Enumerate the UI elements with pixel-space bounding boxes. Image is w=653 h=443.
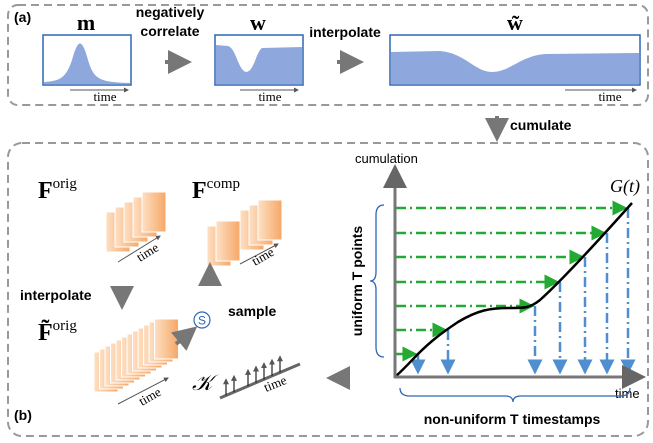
brace [370, 205, 384, 357]
panel-label: (a) [14, 9, 31, 25]
step-label: cumulate [510, 117, 572, 133]
figure: (a) m time negatively correlate w time i… [0, 0, 653, 443]
axis-label: time [598, 89, 621, 104]
sup: orig [53, 176, 78, 192]
brace [400, 388, 630, 402]
brace-label: uniform T points [349, 226, 365, 337]
sup: orig [53, 318, 78, 334]
cumulation-plot [395, 203, 632, 377]
step-label: interpolate [20, 287, 92, 303]
panel-label: (b) [14, 407, 32, 423]
frame [155, 319, 179, 359]
sampler-symbol: S [198, 314, 206, 328]
step-label: interpolate [309, 24, 381, 40]
axis-label: time [262, 372, 289, 395]
step-label: correlate [140, 23, 199, 39]
sup: comp [207, 176, 240, 192]
frame [258, 200, 282, 240]
base: F̃ [38, 320, 53, 346]
curve-w [216, 45, 302, 84]
axis-label: time [258, 89, 281, 104]
kernel-symbol: 𝒦 [192, 370, 219, 395]
axis-label: time [93, 89, 116, 104]
cumulation-curve [395, 203, 632, 377]
sampler-label: sample [228, 303, 276, 319]
frame [142, 192, 166, 232]
curve-m [44, 44, 130, 85]
symbol-f-comp: Fcomp [192, 176, 240, 204]
symbol-f-orig-tilde: F̃orig [38, 318, 77, 346]
base: F [38, 178, 53, 204]
brace-label: non-uniform T timestamps [424, 411, 601, 427]
symbol-m: m [77, 10, 95, 35]
symbol-f-orig: Forig [38, 176, 77, 204]
kernel-axis [220, 364, 300, 398]
curve-w-tilde [391, 51, 639, 84]
axis-label: time [136, 384, 164, 409]
symbol-w: w [250, 10, 266, 35]
y-axis-label: cumulation [355, 151, 418, 166]
step-label: negatively [136, 4, 205, 20]
base: F [192, 178, 207, 204]
frame [216, 221, 240, 261]
symbol-w-tilde: w̃ [507, 10, 523, 35]
curve-label: G(t) [610, 176, 640, 197]
